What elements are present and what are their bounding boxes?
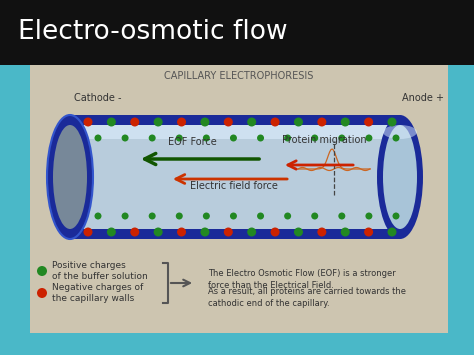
Bar — [70, 125, 400, 139]
Circle shape — [257, 213, 264, 219]
Circle shape — [177, 228, 186, 236]
Circle shape — [176, 135, 183, 142]
Circle shape — [318, 228, 326, 236]
Circle shape — [154, 118, 163, 126]
Circle shape — [311, 213, 318, 219]
Circle shape — [201, 118, 210, 126]
Circle shape — [176, 213, 183, 219]
Circle shape — [257, 135, 264, 142]
Circle shape — [364, 118, 373, 126]
Circle shape — [271, 118, 280, 126]
Circle shape — [130, 228, 139, 236]
Bar — [70, 115, 400, 239]
Ellipse shape — [383, 125, 417, 229]
Text: Electric field force: Electric field force — [190, 181, 278, 191]
Text: EOF Force: EOF Force — [168, 137, 217, 147]
Circle shape — [338, 213, 346, 219]
Text: CAPILLARY ELECTROPHORESIS: CAPILLARY ELECTROPHORESIS — [164, 71, 314, 81]
Circle shape — [230, 135, 237, 142]
Circle shape — [364, 228, 373, 236]
Circle shape — [130, 118, 139, 126]
Circle shape — [341, 228, 350, 236]
Circle shape — [107, 228, 116, 236]
Circle shape — [365, 213, 373, 219]
Text: Anode +: Anode + — [402, 93, 444, 103]
Circle shape — [338, 135, 346, 142]
Circle shape — [83, 118, 92, 126]
Circle shape — [271, 228, 280, 236]
Circle shape — [94, 213, 101, 219]
Ellipse shape — [47, 115, 93, 239]
Ellipse shape — [383, 125, 417, 139]
Circle shape — [341, 118, 350, 126]
Text: Negative charges of
the capillary walls: Negative charges of the capillary walls — [52, 283, 143, 304]
Text: Protein migration: Protein migration — [282, 135, 366, 145]
Circle shape — [177, 118, 186, 126]
Circle shape — [388, 228, 396, 236]
Circle shape — [94, 135, 101, 142]
Circle shape — [224, 118, 233, 126]
Text: Electro-osmotic flow: Electro-osmotic flow — [18, 19, 288, 45]
Bar — [0, 65, 474, 355]
Circle shape — [203, 135, 210, 142]
Bar — [70, 125, 400, 229]
Circle shape — [230, 213, 237, 219]
Text: Positive charges
of the buffer solution: Positive charges of the buffer solution — [52, 261, 148, 282]
Text: As a result, all proteins are carried towards the
cathodic end of the capillary.: As a result, all proteins are carried to… — [208, 287, 406, 308]
Circle shape — [247, 118, 256, 126]
Circle shape — [154, 228, 163, 236]
Circle shape — [203, 213, 210, 219]
Circle shape — [107, 118, 116, 126]
Circle shape — [201, 228, 210, 236]
Bar — [30, 65, 448, 333]
Circle shape — [149, 135, 155, 142]
Circle shape — [388, 118, 396, 126]
Circle shape — [392, 213, 400, 219]
Circle shape — [311, 135, 318, 142]
Circle shape — [37, 266, 47, 276]
Circle shape — [224, 228, 233, 236]
Circle shape — [294, 118, 303, 126]
Circle shape — [37, 288, 47, 298]
Circle shape — [83, 228, 92, 236]
Text: The Electro Osmotic Flow (EOF) is a stronger
force than the Electrical Field.: The Electro Osmotic Flow (EOF) is a stro… — [208, 269, 396, 290]
Circle shape — [365, 135, 373, 142]
Circle shape — [318, 118, 326, 126]
Circle shape — [149, 213, 155, 219]
Circle shape — [122, 213, 128, 219]
Text: Cathode -: Cathode - — [74, 93, 121, 103]
Circle shape — [284, 135, 291, 142]
Circle shape — [284, 213, 291, 219]
Circle shape — [122, 135, 128, 142]
Circle shape — [247, 228, 256, 236]
Bar — [0, 0, 474, 65]
Circle shape — [294, 228, 303, 236]
Circle shape — [392, 135, 400, 142]
Ellipse shape — [53, 125, 87, 229]
Ellipse shape — [377, 115, 423, 239]
